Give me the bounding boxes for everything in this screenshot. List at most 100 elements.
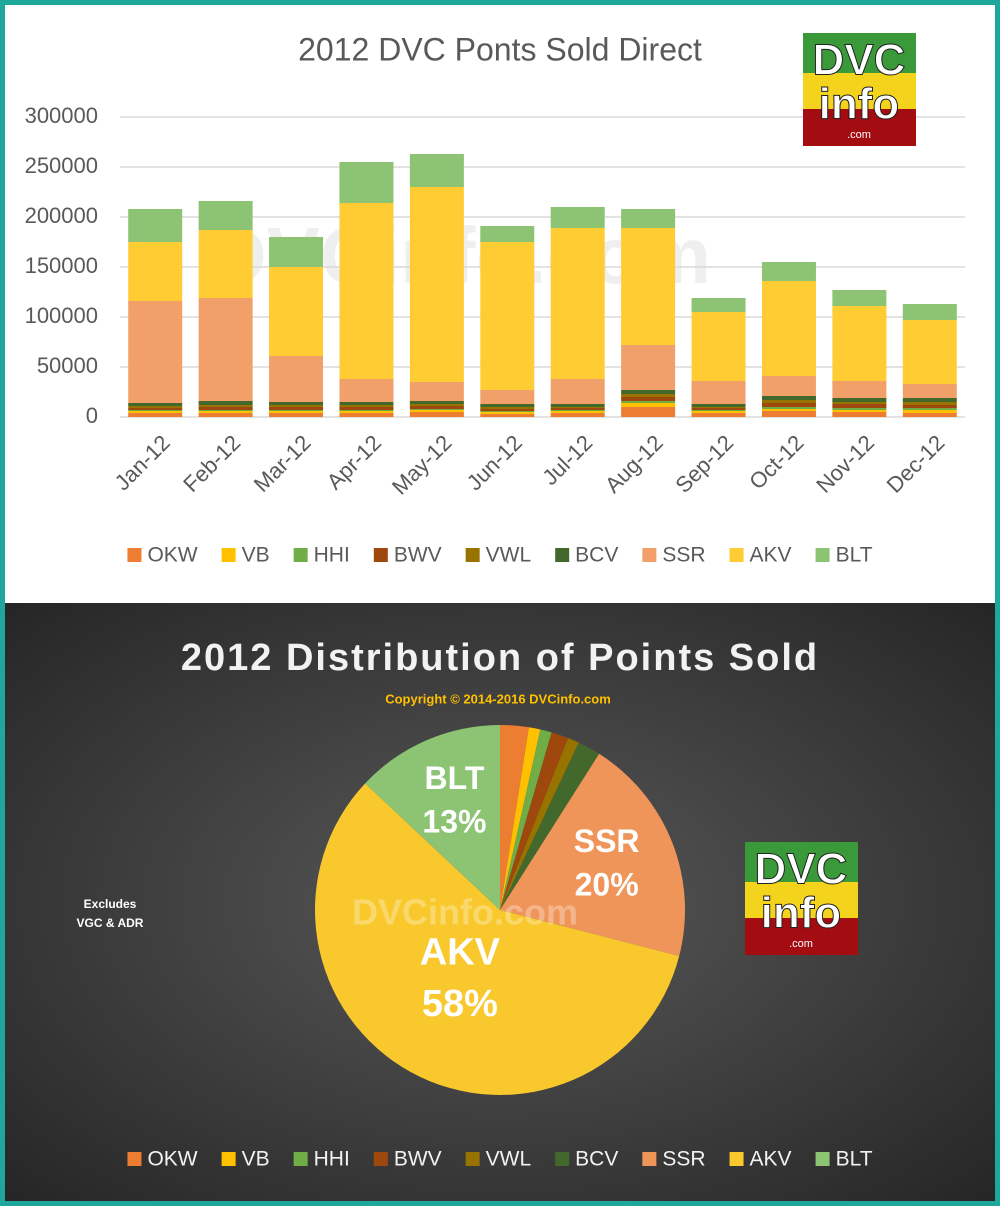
bar-segment bbox=[761, 281, 816, 376]
bar-segment bbox=[128, 406, 183, 408]
bar-segment bbox=[902, 398, 957, 402]
logo-bot bbox=[745, 918, 858, 955]
bar-segment bbox=[480, 414, 535, 417]
bar-segment bbox=[621, 228, 676, 345]
slice-value-label: 13% bbox=[422, 803, 486, 839]
bar-segment bbox=[902, 413, 957, 417]
bar-segment bbox=[902, 408, 957, 410]
legend-swatch bbox=[373, 1152, 388, 1166]
legend-swatch bbox=[642, 548, 657, 562]
logo-top bbox=[745, 842, 858, 882]
bar-segment bbox=[480, 407, 535, 409]
bar-segment bbox=[198, 410, 253, 411]
bar-segment bbox=[550, 407, 605, 408]
bar-segment bbox=[480, 409, 535, 411]
bar-segment bbox=[621, 401, 676, 403]
bar-segment bbox=[832, 412, 887, 417]
bar-segment bbox=[550, 228, 605, 379]
bar-segment bbox=[128, 410, 183, 411]
y-tick-label: 250000 bbox=[25, 153, 98, 178]
legend-swatch bbox=[815, 1152, 830, 1166]
bar-segment bbox=[480, 404, 535, 407]
legend-swatch bbox=[373, 548, 388, 562]
bar-segment bbox=[832, 381, 887, 398]
bar-segment bbox=[339, 407, 394, 410]
bar-segment bbox=[621, 209, 676, 228]
bar-segment bbox=[691, 312, 746, 381]
y-tick-label: 200000 bbox=[25, 203, 98, 228]
legend-swatch bbox=[555, 1152, 570, 1166]
bar-segment bbox=[128, 413, 183, 417]
bar-segment bbox=[409, 406, 464, 409]
legend-label: HHI bbox=[314, 1148, 350, 1171]
legend-label: VB bbox=[242, 1148, 270, 1171]
bar-segment bbox=[902, 384, 957, 398]
bar-segment bbox=[128, 408, 183, 410]
bar-segment bbox=[761, 411, 816, 417]
logo-text: .com bbox=[847, 129, 871, 141]
bar-segment bbox=[902, 410, 957, 413]
bar-segment bbox=[198, 298, 253, 401]
bar-segment bbox=[761, 396, 816, 400]
legend-label: AKV bbox=[750, 1148, 792, 1171]
slice-value-label: 20% bbox=[575, 866, 639, 902]
pie-slice bbox=[500, 742, 600, 910]
bar-segment bbox=[761, 262, 816, 281]
legend-swatch bbox=[642, 1152, 657, 1166]
pie-slice bbox=[500, 727, 541, 910]
y-tick-label: 50000 bbox=[37, 353, 98, 378]
pie-slice bbox=[315, 783, 680, 1095]
bar-segment bbox=[550, 411, 605, 413]
bar-segment bbox=[691, 407, 746, 408]
legend-label: BLT bbox=[836, 1148, 873, 1171]
slice-value-label: 58% bbox=[422, 983, 498, 1025]
legend-label: VB bbox=[242, 544, 270, 567]
bar-segment bbox=[691, 413, 746, 417]
bar-segment bbox=[269, 407, 324, 410]
bar-segment bbox=[550, 408, 605, 410]
bar-segment bbox=[269, 267, 324, 356]
bar-segment bbox=[761, 400, 816, 403]
bar-segment bbox=[128, 411, 183, 413]
logo-text: DVC bbox=[813, 36, 906, 85]
bar-segment bbox=[269, 410, 324, 411]
legend-swatch bbox=[127, 548, 142, 562]
legend-swatch bbox=[555, 548, 570, 562]
bar-segment bbox=[832, 398, 887, 402]
bar-segment bbox=[902, 405, 957, 408]
bar-segment bbox=[761, 376, 816, 396]
bar-segment bbox=[128, 209, 183, 242]
bar-segment bbox=[339, 410, 394, 411]
bar-segment bbox=[761, 407, 816, 409]
legend-label: OKW bbox=[147, 1148, 197, 1171]
logo-mid bbox=[745, 882, 858, 918]
bar-segment bbox=[128, 403, 183, 406]
bar-segment bbox=[269, 411, 324, 413]
logo-mid bbox=[803, 73, 916, 109]
bar-segment bbox=[339, 405, 394, 407]
bar-segment bbox=[902, 320, 957, 384]
pie-watermark: DVCinfo.com bbox=[352, 892, 578, 933]
legend-label: AKV bbox=[750, 544, 792, 567]
legend-swatch bbox=[127, 1152, 142, 1166]
bar-segment bbox=[269, 356, 324, 402]
logo-text: .com bbox=[789, 938, 813, 950]
pie-title: 2012 Distribution of Points Sold bbox=[181, 637, 819, 679]
bar-segment bbox=[621, 390, 676, 394]
pie-subtitle: Copyright © 2014-2016 DVCinfo.com bbox=[385, 691, 611, 706]
bar-segment bbox=[409, 401, 464, 404]
bar-segment bbox=[409, 409, 464, 410]
pie-slice bbox=[500, 729, 552, 910]
slice-name: SSR bbox=[574, 823, 640, 859]
bar-segment bbox=[832, 408, 887, 410]
bar-segment bbox=[269, 405, 324, 407]
bar-segment bbox=[269, 413, 324, 417]
legend-label: BCV bbox=[575, 1148, 618, 1171]
bar-segment bbox=[339, 402, 394, 405]
bar-segment bbox=[621, 345, 676, 390]
bar-segment bbox=[550, 404, 605, 407]
bar-segment bbox=[198, 407, 253, 410]
bar-segment bbox=[621, 394, 676, 397]
legend-label: BWV bbox=[394, 1148, 442, 1171]
